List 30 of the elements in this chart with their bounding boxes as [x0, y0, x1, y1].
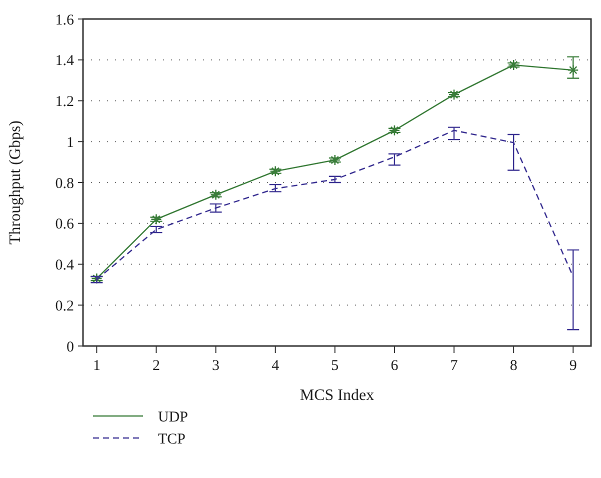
- x-tick-label: 6: [390, 358, 399, 374]
- y-tick-label: 0.4: [55, 258, 74, 274]
- point: [210, 189, 222, 200]
- x-tick-label: 3: [212, 358, 220, 374]
- y-tick-label: 0.8: [55, 176, 74, 192]
- x-axis-title: MCS Index: [300, 387, 374, 404]
- y-tick-label: 1.2: [55, 94, 74, 110]
- point: [329, 154, 341, 166]
- x-tick-label: 9: [569, 358, 577, 374]
- y-tick-label: 1: [66, 134, 74, 151]
- x-tick-label: 2: [152, 358, 160, 374]
- legend-label: UDP: [158, 409, 188, 426]
- y-axis-title: Throughput (Gbps): [7, 120, 24, 244]
- x-tick-label: 4: [272, 358, 280, 374]
- y-tick-label: 0.6: [55, 216, 74, 233]
- x-tick-label: 8: [510, 358, 518, 374]
- y-tick-label: 1.6: [55, 12, 74, 28]
- x-tick-label: 1: [92, 358, 100, 374]
- y-tick-label: 0.2: [55, 298, 74, 314]
- x-tick-label: 7: [450, 358, 458, 374]
- y-tick-label: 0: [66, 339, 74, 356]
- point: [270, 166, 282, 177]
- x-tick-label: 5: [331, 358, 339, 374]
- y-tick-label: 1.4: [55, 53, 74, 70]
- legend-label: TCP: [158, 431, 186, 448]
- point: [388, 124, 400, 136]
- point: [567, 64, 579, 76]
- point: [150, 214, 162, 225]
- point: [508, 59, 520, 71]
- point: [448, 88, 460, 100]
